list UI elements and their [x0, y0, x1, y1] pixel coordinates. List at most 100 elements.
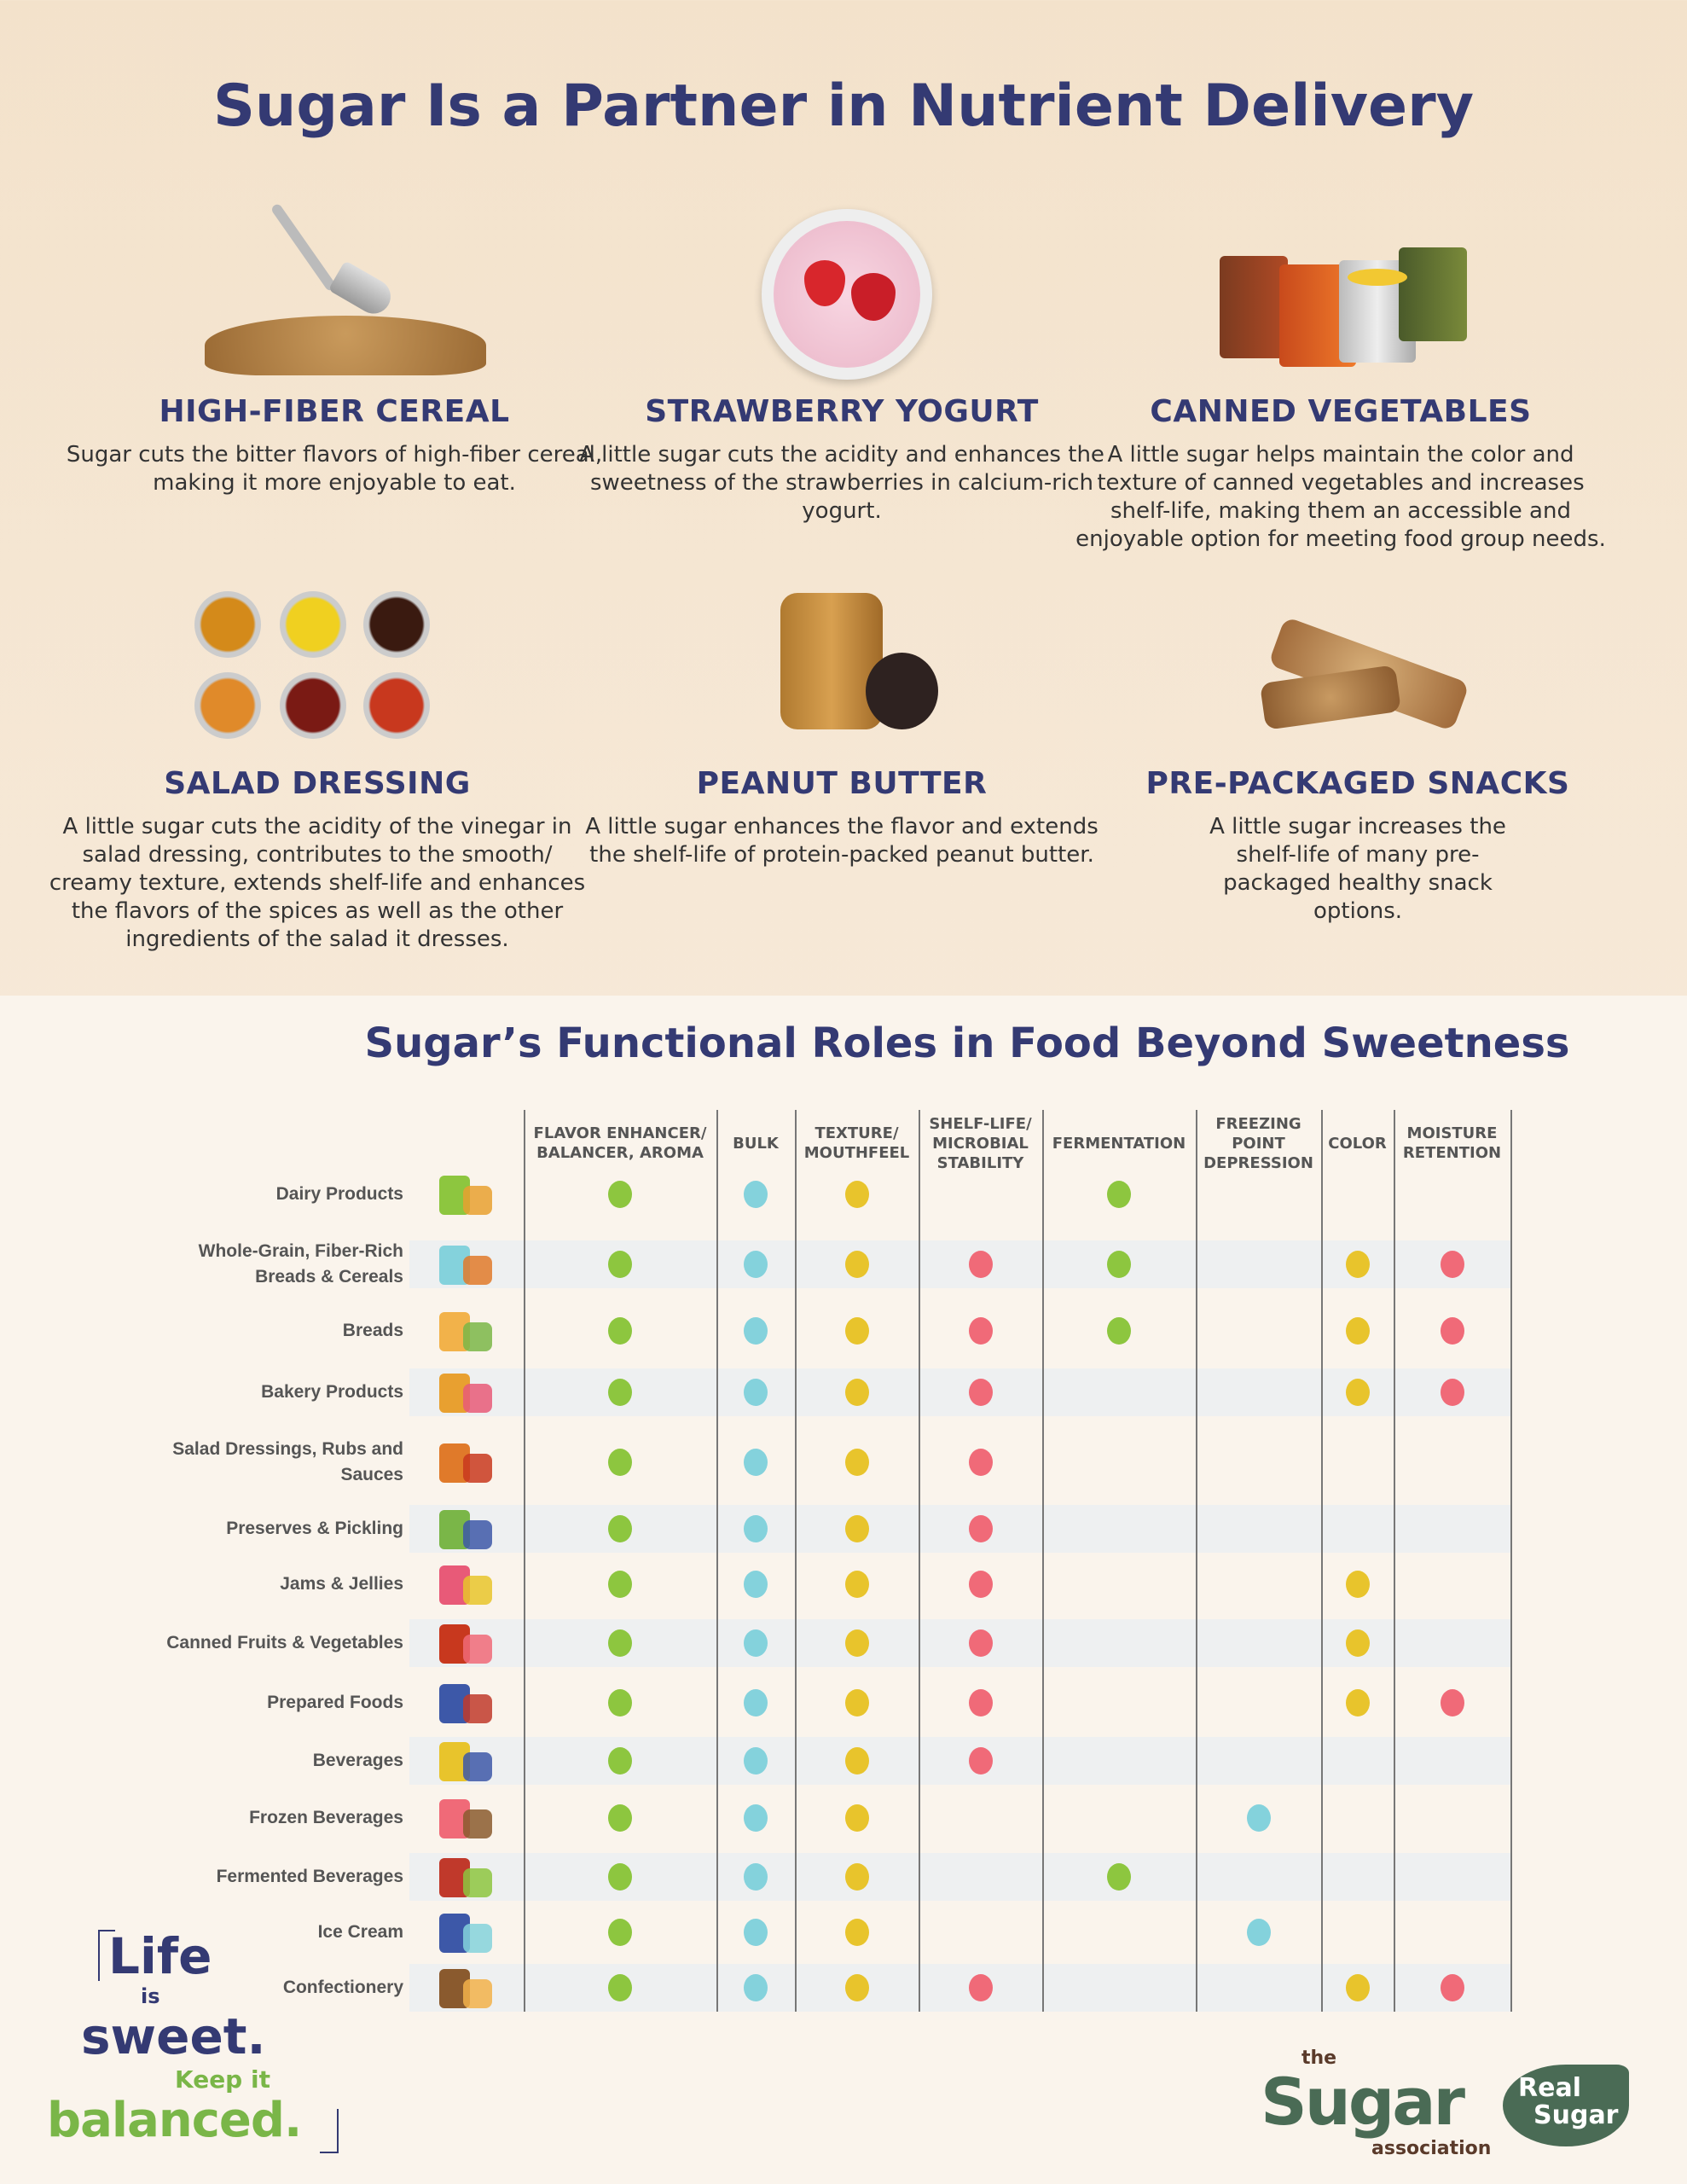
ice-cream-icon: [431, 1908, 499, 1956]
role-dot: [968, 1629, 993, 1657]
row-label: Jams & Jellies: [280, 1574, 403, 1594]
role-dot: [608, 1689, 632, 1716]
role-dot: [744, 1747, 768, 1774]
column-divider: [1196, 1110, 1197, 2012]
role-dot: [844, 1804, 869, 1832]
column-header: COLOR: [1328, 1134, 1387, 1153]
column-header: SHELF-LIFE/ MICROBIAL STABILITY: [929, 1114, 1032, 1172]
role-dot: [1345, 1629, 1370, 1657]
role-dot: [744, 1919, 768, 1946]
row-stripe: [409, 1368, 1510, 1416]
role-dot: [608, 1449, 632, 1476]
row-label: Prepared Foods: [267, 1693, 403, 1712]
role-dot: [744, 1181, 768, 1208]
row-label: Ice Cream: [317, 1922, 403, 1942]
role-dot: [608, 1629, 632, 1657]
card-heading: SALAD DRESSING: [164, 766, 471, 801]
role-dot: [608, 1919, 632, 1946]
role-dot: [608, 1317, 632, 1345]
row-stripe: [409, 1737, 1510, 1785]
row-label: Fermented Beverages: [216, 1867, 403, 1886]
role-dot: [844, 1863, 869, 1891]
role-dot: [844, 1317, 869, 1345]
yogurt-image: [762, 209, 932, 380]
cereal-bowl-icon: [431, 1240, 499, 1288]
role-dot: [1107, 1251, 1131, 1278]
role-dot: [608, 1804, 632, 1832]
column-divider: [919, 1110, 920, 2012]
card-heading: HIGH-FIBER CEREAL: [159, 394, 510, 429]
sugar-association-logo: the Sugar association: [1261, 2048, 1492, 2159]
candy-icon: [431, 1964, 499, 2012]
card-text: A little sugar increases the shelf-life …: [1209, 814, 1506, 924]
role-dot: [1345, 1689, 1370, 1716]
role-dot: [1345, 1571, 1370, 1598]
role-dot: [1345, 1317, 1370, 1345]
card-canned-vegetables: CANNED VEGETABLES A little sugar helps m…: [1068, 394, 1614, 554]
card-peanut-butter: PEANUT BUTTER A little sugar enhances th…: [569, 766, 1115, 869]
wine-beer-icon: [431, 1853, 499, 1901]
role-dot: [608, 1379, 632, 1406]
card-text: A little sugar enhances the flavor and e…: [585, 814, 1099, 868]
role-dot: [968, 1747, 993, 1774]
bread-icon: [431, 1307, 499, 1355]
role-dot: [744, 1863, 768, 1891]
column-header: TEXTURE/ MOUTHFEEL: [803, 1124, 910, 1162]
row-label: Breads: [342, 1321, 403, 1340]
card-text: A little sugar cuts the acidity of the v…: [49, 814, 586, 952]
card-salad-dressing: SALAD DRESSING A little sugar cuts the a…: [44, 766, 590, 954]
role-dot: [1440, 1251, 1464, 1278]
role-dot: [844, 1747, 869, 1774]
row-label: Beverages: [312, 1751, 403, 1770]
smoothie-icon: [431, 1794, 499, 1842]
cereal-image: [188, 202, 495, 375]
page-title: Sugar Is a Partner in Nutrient Delivery: [212, 73, 1475, 140]
column-divider: [1321, 1110, 1323, 2012]
card-text: Sugar cuts the bitter flavors of high-fi…: [66, 442, 603, 496]
card-strawberry-yogurt: STRAWBERRY YOGURT A little sugar cuts th…: [569, 394, 1115, 526]
role-dot: [1246, 1919, 1271, 1946]
role-dot: [608, 1515, 632, 1542]
card-text: A little sugar helps maintain the color …: [1075, 442, 1606, 552]
role-dot: [844, 1515, 869, 1542]
role-dot: [1440, 1689, 1464, 1716]
column-divider: [716, 1110, 718, 2012]
role-dot: [968, 1449, 993, 1476]
role-dot: [844, 1919, 869, 1946]
column-header: FREEZING POINT DEPRESSION: [1203, 1114, 1313, 1172]
role-dot: [1246, 1804, 1271, 1832]
role-dot: [968, 1689, 993, 1716]
row-label: Confectionery: [282, 1978, 403, 1997]
role-dot: [1345, 1251, 1370, 1278]
role-dot: [968, 1515, 993, 1542]
role-dot: [744, 1317, 768, 1345]
role-dot: [744, 1804, 768, 1832]
card-pre-packaged-snacks: PRE-PACKAGED SNACKS A little sugar incre…: [1085, 766, 1631, 926]
card-heading: PRE-PACKAGED SNACKS: [1145, 766, 1570, 801]
sauce-icon: [431, 1438, 499, 1486]
row-label: Salad Dressings, Rubs and Sauces: [172, 1439, 403, 1484]
column-divider: [1510, 1110, 1512, 2012]
role-dot: [744, 1629, 768, 1657]
role-dot: [744, 1689, 768, 1716]
role-dot: [844, 1571, 869, 1598]
role-dot: [744, 1515, 768, 1542]
role-dot: [744, 1571, 768, 1598]
role-dot: [608, 1251, 632, 1278]
row-stripe: [409, 1240, 1510, 1288]
life-is-sweet-logo: Life is sweet. Keep it balanced.: [47, 1930, 354, 2160]
jam-jar-icon: [431, 1560, 499, 1608]
role-dot: [968, 1251, 993, 1278]
role-dot: [1107, 1181, 1131, 1208]
role-dot: [844, 1379, 869, 1406]
role-dot: [1440, 1379, 1464, 1406]
role-dot: [968, 1317, 993, 1345]
role-dot: [1440, 1974, 1464, 2001]
milk-carton-icon: [431, 1170, 499, 1218]
column-header: FLAVOR ENHANCER/ BALANCER, AROMA: [533, 1124, 707, 1162]
role-dot: [968, 1974, 993, 2001]
role-dot: [1345, 1974, 1370, 2001]
column-divider: [1042, 1110, 1044, 2012]
role-dot: [744, 1974, 768, 2001]
role-dot: [1440, 1317, 1464, 1345]
